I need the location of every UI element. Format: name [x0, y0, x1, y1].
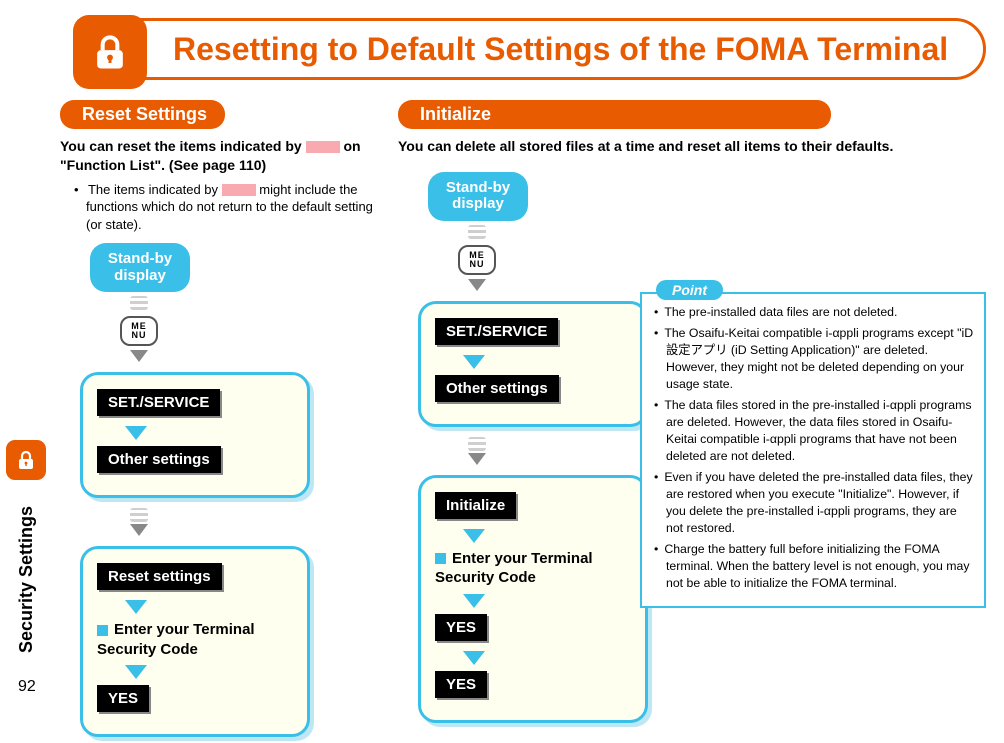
connector-stripe [130, 296, 148, 310]
step-yes: YES [97, 685, 149, 712]
point-item: Charge the battery full before initializ… [654, 541, 974, 592]
substep-text: Enter your Terminal Security Code [97, 621, 255, 658]
down-arrow-icon [463, 594, 485, 608]
step-set-service: SET./SERVICE [435, 318, 558, 345]
sidebar-lock-icon [6, 440, 46, 480]
panel-initialize: Initialize Enter your Terminal Security … [418, 475, 648, 723]
down-arrow-icon [463, 355, 485, 369]
standby-display-badge: Stand-by display [90, 243, 190, 292]
step-yes-2: YES [435, 671, 487, 698]
substep-text: Enter your Terminal Security Code [435, 550, 593, 587]
section-title-initialize: Initialize [398, 100, 831, 129]
point-item: The Osaifu-Keitai compatible i-αppli pro… [654, 325, 974, 393]
point-list: The pre-installed data files are not del… [654, 304, 974, 592]
intro-text-pre: You can reset the items indicated by [60, 138, 302, 154]
reset-note: The items indicated by might include the… [74, 181, 380, 234]
step-reset-settings: Reset settings [97, 563, 222, 590]
point-item: The data files stored in the pre-install… [654, 397, 974, 465]
down-arrow-icon [125, 426, 147, 440]
panel-reset-settings: Reset settings Enter your Terminal Secur… [80, 546, 310, 737]
enter-security-code: Enter your Terminal Security Code [97, 620, 293, 659]
step-set-service: SET./SERVICE [97, 389, 220, 416]
reset-intro: You can reset the items indicated by on … [60, 137, 380, 175]
step-other-settings: Other settings [435, 375, 559, 402]
panel-set-service: SET./SERVICE Other settings [80, 372, 310, 498]
menu-button[interactable]: MENU [120, 316, 158, 346]
down-arrow-icon [463, 529, 485, 543]
connector-stripe [468, 225, 486, 239]
lock-icon [73, 15, 147, 89]
step-yes: YES [435, 614, 487, 641]
step-other-settings: Other settings [97, 446, 221, 473]
enter-security-code: Enter your Terminal Security Code [435, 549, 631, 588]
section-title-reset: Reset Settings [60, 100, 225, 129]
down-arrow-icon [125, 665, 147, 679]
note-pre: The items indicated by [88, 182, 222, 197]
point-label: Point [656, 280, 723, 300]
square-bullet-icon [435, 553, 446, 564]
step-initialize: Initialize [435, 492, 516, 519]
flow-arrow-icon [130, 524, 148, 536]
panel-set-service: SET./SERVICE Other settings [418, 301, 648, 427]
flow-arrow-icon [468, 279, 486, 291]
page-title: Resetting to Default Settings of the FOM… [173, 31, 948, 68]
initialize-intro: You can delete all stored files at a tim… [398, 137, 988, 156]
pink-indicator-chip [306, 141, 340, 153]
point-item: The pre-installed data files are not del… [654, 304, 974, 321]
sidebar-label: Security Settings [16, 506, 37, 653]
point-callout: Point The pre-installed data files are n… [640, 292, 986, 608]
flow-arrow-icon [468, 453, 486, 465]
flow-arrow-icon [130, 350, 148, 362]
pink-indicator-chip [222, 184, 256, 196]
connector-stripe [130, 508, 148, 522]
down-arrow-icon [463, 651, 485, 665]
menu-button[interactable]: MENU [458, 245, 496, 275]
square-bullet-icon [97, 625, 108, 636]
page-number: 92 [18, 678, 36, 696]
standby-display-badge: Stand-by display [428, 172, 528, 221]
page-header: Resetting to Default Settings of the FOM… [80, 18, 986, 80]
connector-stripe [468, 437, 486, 451]
reset-settings-column: Reset Settings You can reset the items i… [60, 100, 380, 743]
down-arrow-icon [125, 600, 147, 614]
point-item: Even if you have deleted the pre-install… [654, 469, 974, 537]
